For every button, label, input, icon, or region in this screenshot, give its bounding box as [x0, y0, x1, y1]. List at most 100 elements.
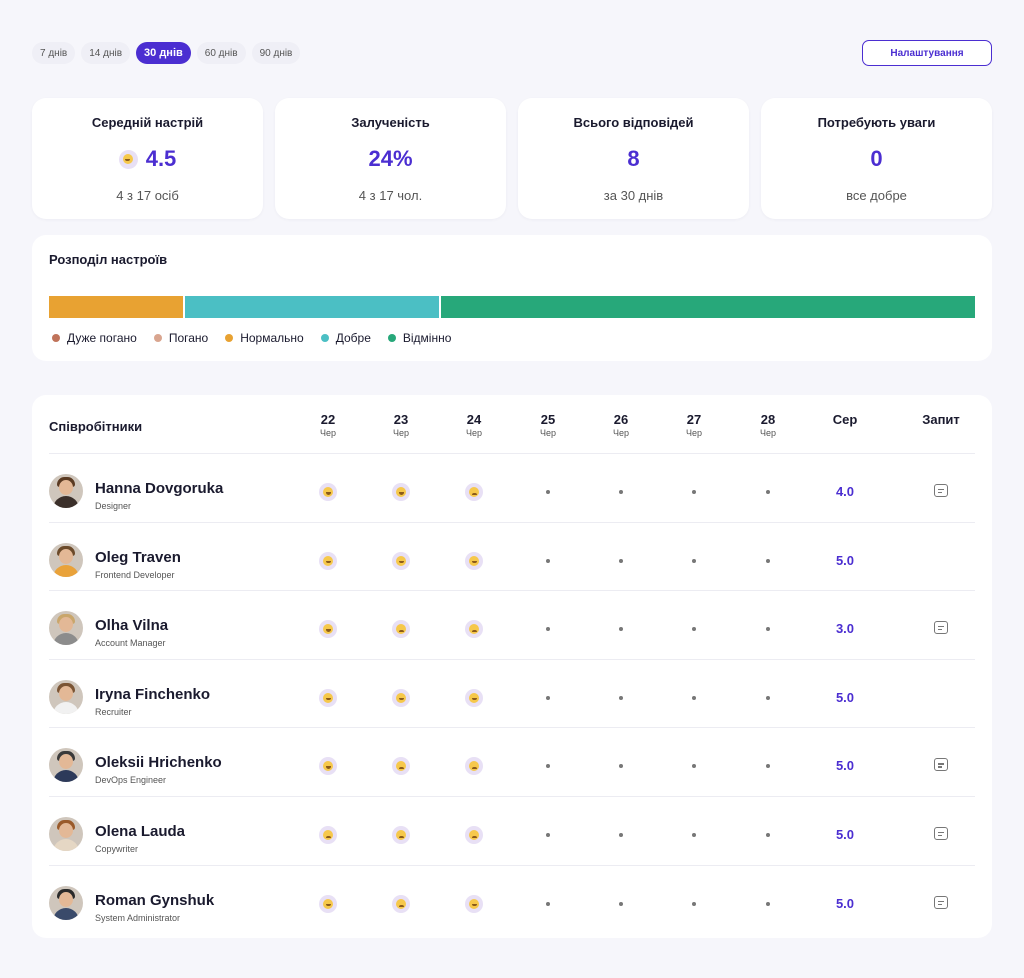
stat-subtitle: все добре: [846, 188, 907, 203]
message-icon: [934, 758, 948, 772]
empty-dot-icon: [692, 833, 696, 837]
mood-cell: [748, 756, 788, 776]
avatar-body: [53, 496, 79, 508]
avatar: [49, 885, 83, 920]
employees-table: Співробітники 22 Чер 23 Чер 24 Чер 25 Чер 26 Чер 2…: [32, 395, 992, 938]
avatar-head: [59, 685, 73, 701]
day-weekday: Чер: [759, 428, 776, 438]
day-weekday: Чер: [392, 428, 409, 438]
period-tab-14[interactable]: 14 днів: [81, 42, 131, 64]
average-score: 5.0: [835, 827, 855, 842]
stat-value-text: 8: [627, 146, 640, 171]
request-button[interactable]: [911, 827, 971, 840]
employee-role: Copywriter: [95, 844, 139, 854]
mood-cell: [381, 894, 421, 914]
mood-cell: [528, 894, 568, 914]
distribution-segment-2: [441, 296, 975, 318]
request-button[interactable]: [911, 621, 971, 635]
request-button[interactable]: [911, 895, 971, 909]
request-button[interactable]: [911, 758, 971, 772]
message-icon: [934, 484, 948, 497]
mood-cell: [454, 688, 494, 708]
stat-value: 24%: [368, 146, 412, 172]
mood-cell: [381, 756, 421, 776]
day-weekday: Чер: [465, 428, 482, 438]
mood-cell: [674, 482, 714, 502]
period-tab-7[interactable]: 7 днів: [32, 42, 76, 64]
happy-face-icon: [319, 551, 337, 570]
avatar-body: [53, 564, 79, 577]
day-number: 23: [393, 412, 409, 427]
employee-role: System Administrator: [95, 912, 181, 923]
average-score: 5.0: [835, 552, 855, 568]
empty-dot-icon: [546, 490, 550, 494]
empty-dot-icon: [619, 627, 623, 632]
message-icon: [934, 621, 948, 635]
day-header: 25 Чер: [528, 412, 568, 438]
employee-name: Oleg Traven: [95, 548, 181, 566]
legend-item: Погано: [153, 331, 208, 345]
avatar-head: [59, 891, 73, 907]
day-header: 23 Чер: [381, 412, 421, 438]
mood-cell: [674, 756, 714, 776]
happy-face-icon: [319, 483, 337, 501]
sad-face-icon: [465, 826, 483, 844]
avatar-head: [59, 823, 73, 838]
empty-dot-icon: [619, 490, 623, 494]
mood-cell: [748, 482, 788, 502]
sad-face-icon: [465, 757, 483, 776]
sad-face-icon: [319, 826, 337, 844]
avatar-body: [53, 633, 79, 646]
employee-name: Olena Lauda: [95, 823, 186, 840]
settings-button[interactable]: Налаштування: [862, 40, 992, 66]
empty-dot-icon: [619, 695, 623, 700]
average-score: 3.0: [835, 621, 855, 637]
stat-value: 8: [627, 146, 639, 172]
employee-name: Roman Gynshuk: [95, 891, 215, 909]
period-tab-60[interactable]: 60 днів: [196, 42, 246, 64]
employee-name: Hanna Dovgoruka: [95, 480, 224, 497]
empty-dot-icon: [619, 833, 623, 837]
avatar-head: [59, 548, 73, 564]
mood-cell: [601, 688, 641, 708]
mood-cell: [454, 482, 494, 502]
stat-card: Потребують уваги 0 все добре: [761, 98, 992, 219]
day-weekday: Чер: [685, 428, 702, 438]
mood-cell: [674, 825, 714, 845]
mood-cell: [674, 619, 714, 639]
stat-value: 0: [870, 146, 882, 172]
day-header: 24 Чер: [454, 412, 494, 438]
mood-cell: [528, 482, 568, 502]
employee-name: Oleksii Hrichenko: [95, 754, 222, 772]
legend-item: Добре: [320, 331, 371, 345]
happy-face-icon: [118, 149, 138, 169]
avatar-head: [59, 617, 73, 633]
mood-distribution-card: Розподіл настроїв Дуже погано Погано Норма…: [32, 235, 992, 361]
empty-dot-icon: [692, 490, 696, 494]
table-row: Oleg Traven Frontend Developer 5.0: [49, 521, 975, 590]
empty-dot-icon: [766, 695, 770, 700]
legend-label: Дуже погано: [67, 331, 137, 345]
happy-face-icon: [319, 894, 337, 913]
period-tab-30[interactable]: 30 днів: [136, 42, 191, 64]
period-tab-90[interactable]: 90 днів: [251, 42, 301, 64]
request-header: Запит: [922, 412, 960, 427]
request-button[interactable]: [911, 484, 971, 497]
day-number: 26: [613, 412, 629, 427]
mood-cell: [381, 825, 421, 845]
employee-role: Frontend Developer: [95, 569, 175, 580]
stat-value-text: 24%: [368, 146, 413, 171]
average-score: 5.0: [835, 689, 855, 705]
mood-cell: [748, 825, 788, 845]
mood-cell: [748, 551, 788, 571]
stat-value-text: 4.5: [145, 146, 177, 171]
day-weekday: Чер: [539, 428, 556, 438]
mood-cell: [454, 551, 494, 571]
empty-dot-icon: [619, 901, 623, 906]
avatar-body: [53, 770, 79, 783]
mood-cell: [308, 825, 348, 845]
table-row: Olena Lauda Copywriter 5.0: [49, 796, 975, 864]
mood-cell: [381, 619, 421, 639]
avatar: [49, 679, 83, 714]
stat-subtitle: за 30 днів: [603, 188, 664, 203]
